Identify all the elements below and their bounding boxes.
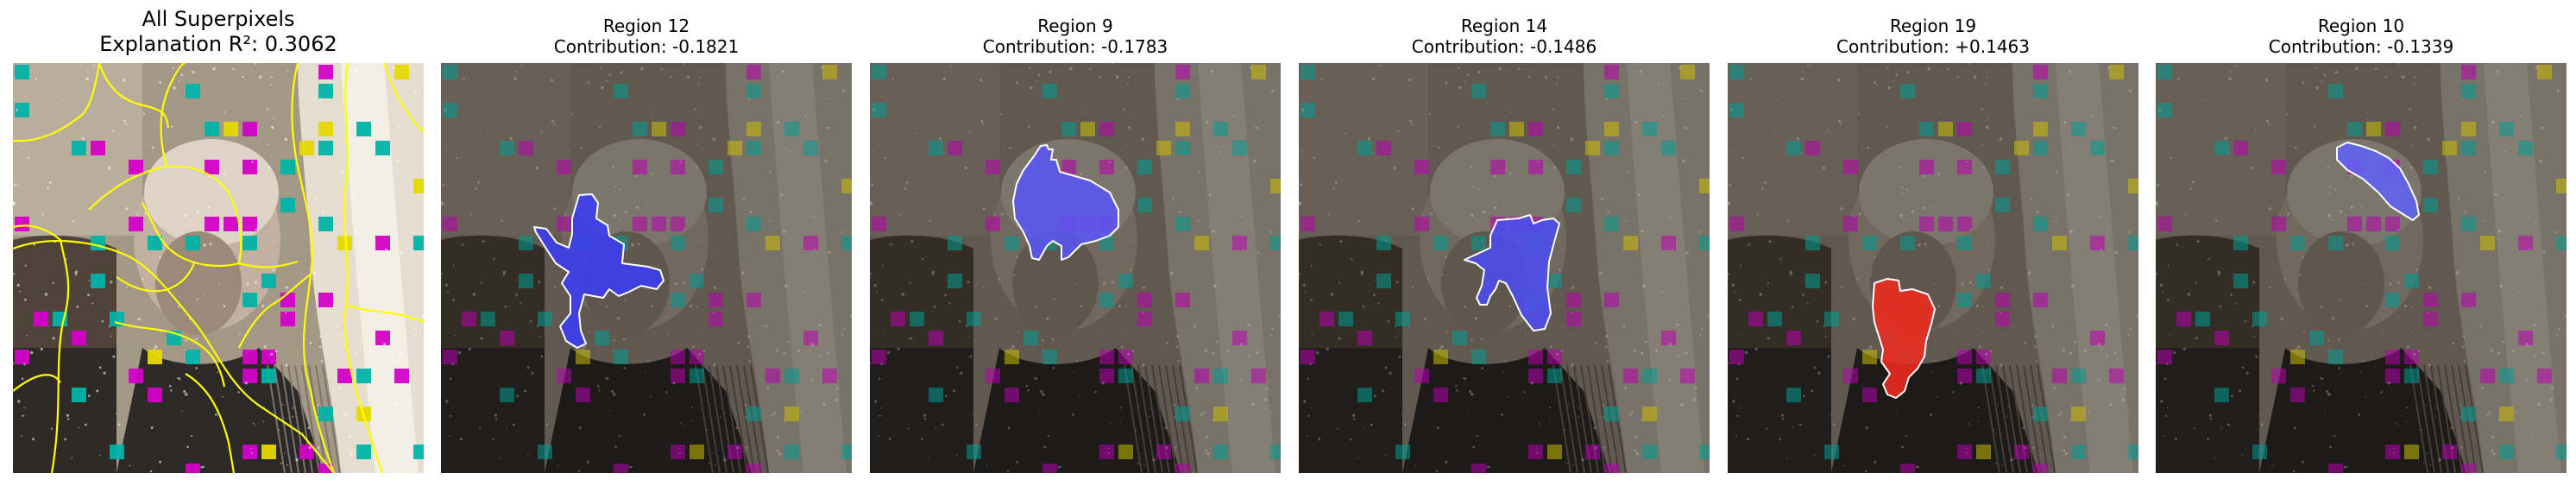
region-mask bbox=[1464, 214, 1560, 331]
superpixel-boundaries bbox=[13, 63, 424, 473]
region-label: Region 10 bbox=[2317, 16, 2405, 36]
region-panel: Region 19 Contribution: +0.1463 bbox=[1728, 0, 2138, 486]
region-panel: Region 12 Contribution: -0.1821 bbox=[441, 0, 852, 486]
region-image-svg bbox=[441, 63, 852, 473]
dim-overlay bbox=[1728, 63, 2138, 473]
superpixel-image-svg bbox=[13, 63, 424, 473]
contribution-label: Contribution: -0.1821 bbox=[553, 36, 740, 57]
contribution-label: Contribution: +0.1463 bbox=[1836, 36, 2030, 57]
contribution-label: Contribution: -0.1783 bbox=[982, 36, 1168, 57]
region-image bbox=[2156, 63, 2567, 473]
region-image-svg bbox=[1728, 63, 2138, 473]
overview-title: All Superpixels Explanation R²: 0.3062 bbox=[13, 7, 424, 57]
region-label: Region 12 bbox=[602, 16, 690, 36]
contribution-label: Contribution: -0.1339 bbox=[2268, 36, 2454, 57]
superpixel-image bbox=[13, 63, 424, 473]
region-image-svg bbox=[2156, 63, 2567, 473]
region-image-svg bbox=[870, 63, 1281, 473]
contribution-label: Contribution: -0.1486 bbox=[1411, 36, 1597, 57]
dim-overlay bbox=[870, 63, 1281, 473]
region-panel-title: Region 10 Contribution: -0.1339 bbox=[2156, 16, 2567, 57]
region-mask bbox=[2336, 142, 2420, 221]
overview-panel: All Superpixels Explanation R²: 0.3062 bbox=[13, 0, 424, 486]
region-image bbox=[870, 63, 1281, 473]
region-mask bbox=[533, 193, 664, 349]
region-mask bbox=[1012, 144, 1119, 261]
overview-title-line1: All Superpixels bbox=[142, 7, 295, 31]
region-panel: Region 10 Contribution: -0.1339 bbox=[2156, 0, 2567, 486]
region-panel: Region 14 Contribution: -0.1486 bbox=[1299, 0, 1710, 486]
region-label: Region 14 bbox=[1460, 16, 1548, 36]
region-panel-title: Region 14 Contribution: -0.1486 bbox=[1299, 16, 1710, 57]
region-image bbox=[1728, 63, 2138, 473]
region-panel-title: Region 9 Contribution: -0.1783 bbox=[870, 16, 1281, 57]
explanation-r2-label: Explanation R²: 0.3062 bbox=[99, 31, 337, 56]
region-label: Region 19 bbox=[1889, 16, 1977, 36]
region-panel-title: Region 12 Contribution: -0.1821 bbox=[441, 16, 852, 57]
region-panel-title: Region 19 Contribution: +0.1463 bbox=[1728, 16, 2138, 57]
region-label: Region 9 bbox=[1037, 16, 1113, 36]
region-mask bbox=[1872, 278, 1936, 399]
dim-overlay bbox=[2156, 63, 2567, 473]
photo-scene bbox=[13, 63, 424, 473]
region-image-svg bbox=[1299, 63, 1710, 473]
region-image bbox=[1299, 63, 1710, 473]
region-image bbox=[441, 63, 852, 473]
region-panel: Region 9 Contribution: -0.1783 bbox=[870, 0, 1281, 486]
